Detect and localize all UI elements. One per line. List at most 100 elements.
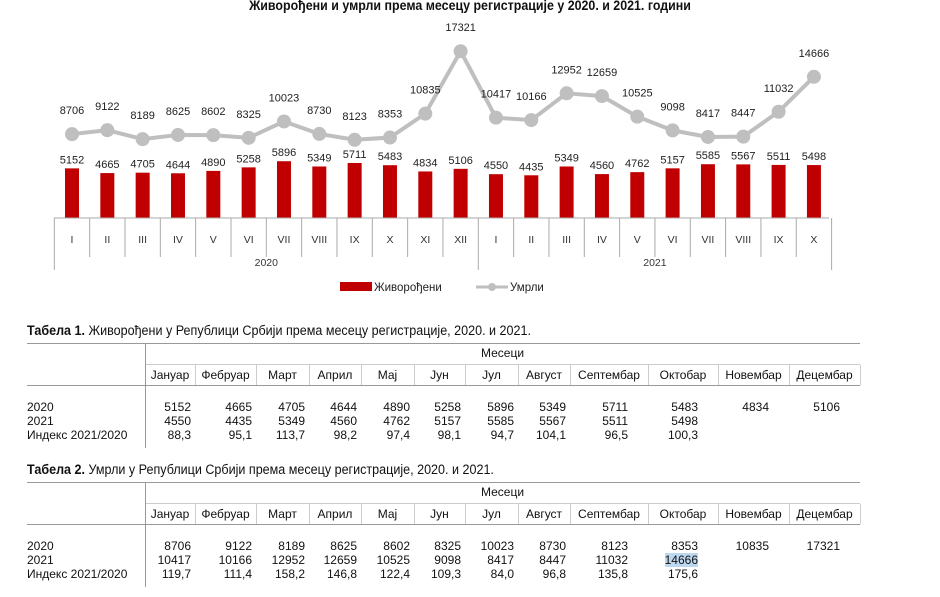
bar-label: 5711: [343, 149, 367, 161]
point-deaths: [771, 104, 786, 119]
point-deaths: [312, 126, 327, 141]
column-header: Јул: [482, 368, 501, 382]
column-divider: [361, 365, 362, 385]
bar-label: 4762: [625, 158, 649, 170]
bar-births: [488, 174, 503, 218]
column-header: Август: [525, 507, 563, 521]
table-cell: 5511: [602, 414, 628, 428]
bar-births: [806, 165, 821, 218]
table-1-caption: Живорођени у Републици Србији према месе…: [84, 323, 531, 338]
point-label: 8189: [130, 110, 154, 122]
deaths-table: Месеци Јануар Фебруар Март Април Мај Јун Јул Авг…: [27, 482, 861, 592]
table-cell: 100,3: [667, 428, 698, 442]
group-header-rule: [145, 503, 860, 504]
column-header: Јун: [430, 507, 449, 521]
point-label: 10166: [516, 91, 547, 103]
column-header: Септембар: [578, 507, 640, 521]
x-tick-label: X: [386, 234, 393, 246]
x-tick-label: II: [528, 234, 534, 246]
table-cell: 12952: [271, 553, 305, 567]
x-group-label: 2021: [643, 257, 667, 269]
column-divider: [414, 365, 415, 385]
table-cell: 4665: [225, 400, 252, 414]
point-label: 8417: [696, 108, 720, 120]
point-deaths: [453, 44, 468, 59]
table-cell: 9098: [434, 553, 461, 567]
bar-label: 4560: [590, 160, 614, 172]
column-divider: [309, 504, 310, 524]
column-header: Март: [268, 368, 297, 382]
point-deaths: [806, 69, 821, 84]
x-tick-label: X: [810, 234, 817, 246]
column-divider: [256, 504, 257, 524]
table-cell: 4644: [330, 400, 357, 414]
table-cell: 4550: [164, 414, 191, 428]
point-label: 14666: [799, 48, 830, 60]
bar-births: [382, 165, 397, 218]
table-cell: 8353: [671, 539, 698, 553]
column-divider: [860, 365, 861, 385]
x-tick-label: IV: [173, 234, 183, 246]
legend-marker-deaths: [488, 283, 496, 291]
table-cell: 94,7: [490, 428, 514, 442]
column-divider: [718, 504, 719, 524]
column-header: Октобар: [659, 507, 707, 521]
table-cell: 5106: [813, 400, 840, 414]
table-cell: 5349: [539, 400, 566, 414]
column-divider: [570, 365, 571, 385]
point-label: 10417: [481, 89, 512, 101]
bar-births: [276, 161, 291, 218]
bar-label: 4705: [130, 159, 154, 171]
bar-label: 4890: [201, 157, 225, 169]
table-cell: 5152: [164, 400, 191, 414]
table-cell: 8447: [539, 553, 566, 567]
table-cell: 8325: [434, 539, 461, 553]
column-header: Јануар: [150, 368, 190, 382]
point-deaths: [206, 128, 221, 143]
stub-divider: [145, 482, 146, 587]
table-cell: 5711: [602, 400, 628, 414]
column-header: Јануар: [150, 507, 190, 521]
table-cell: 8123: [601, 539, 628, 553]
point-label: 9122: [95, 101, 119, 113]
table-cell: 10166: [218, 553, 252, 567]
point-deaths: [630, 109, 645, 124]
chart-title: Живорођени и умрли према месецу регистра…: [249, 0, 691, 13]
bar-label: 5258: [236, 153, 260, 165]
group-header: Месеци: [480, 346, 525, 360]
column-header: Децембар: [796, 368, 853, 382]
table-cell: 11032: [595, 553, 628, 567]
bar-births: [630, 172, 645, 218]
bar-births: [100, 173, 115, 218]
table-cell: 95,1: [228, 428, 252, 442]
table-cell: 4435: [225, 414, 252, 428]
column-divider: [789, 504, 790, 524]
point-label: 8123: [342, 111, 366, 123]
legend-label-births: Живорођени: [374, 282, 442, 294]
column-header: Август: [525, 368, 563, 382]
point-label: 8730: [307, 105, 331, 117]
bar-label: 5157: [660, 154, 684, 166]
bar-births: [312, 166, 327, 218]
table-cell: 5483: [671, 400, 698, 414]
column-header: Април: [317, 507, 353, 521]
point-label: 12952: [551, 64, 582, 76]
bar-births: [559, 166, 574, 218]
column-divider: [195, 504, 196, 524]
table-cell: 96,5: [604, 428, 628, 442]
table-cell: 9122: [225, 539, 252, 553]
point-label: 10835: [410, 85, 441, 97]
table-cell: 4560: [330, 414, 357, 428]
point-label: 12659: [587, 67, 618, 79]
table-cell: 97,4: [386, 428, 410, 442]
column-divider: [309, 365, 310, 385]
point-label: 8447: [731, 108, 755, 120]
column-divider: [648, 365, 649, 385]
point-label: 8353: [378, 109, 402, 121]
bar-label: 5511: [767, 151, 791, 163]
table-cell: 10525: [376, 553, 410, 567]
bar-label: 5106: [448, 155, 472, 167]
point-deaths: [170, 127, 185, 142]
table-cell: 8706: [164, 539, 191, 553]
point-deaths: [736, 129, 751, 144]
